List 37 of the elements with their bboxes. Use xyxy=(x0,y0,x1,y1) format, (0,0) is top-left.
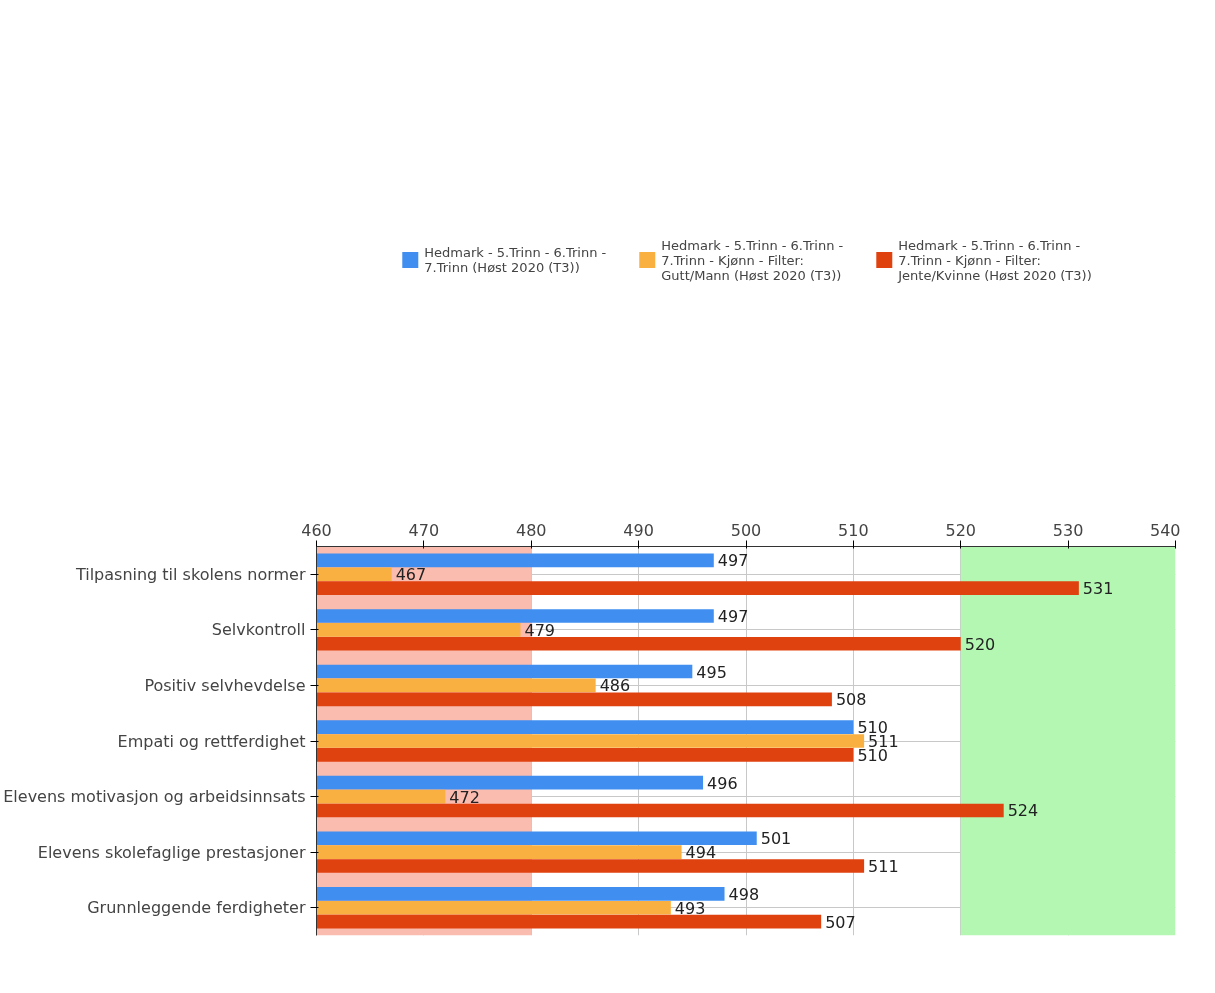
x-tick-label: 510 xyxy=(838,520,869,540)
data-label: 467 xyxy=(395,565,427,585)
x-tick-label: 490 xyxy=(623,520,654,540)
x-tick-label: 530 xyxy=(1052,520,1084,540)
data-label: 486 xyxy=(599,676,631,696)
data-label: 531 xyxy=(1082,579,1114,599)
x-tick-label: 520 xyxy=(945,520,977,540)
y-tick-label: Elevens skolefaglige prestasjoner xyxy=(37,842,306,862)
legend-label: Hedmark - 5.Trinn - 6.Trinn - 7.Trinn (Høst 2020 (T3)) xyxy=(424,244,607,275)
y-tick-label: Selvkontroll xyxy=(211,620,306,640)
data-label: 501 xyxy=(760,829,792,849)
x-tick-label: 460 xyxy=(301,520,332,540)
y-tick-label: Empati og rettferdighet xyxy=(117,731,306,751)
x-tick-label: 480 xyxy=(515,520,547,540)
data-label: 511 xyxy=(868,857,899,877)
data-label: 497 xyxy=(717,606,749,626)
y-tick-label: Grunnleggende ferdigheter xyxy=(87,898,306,918)
y-tick-label: Positiv selvhevdelse xyxy=(144,675,306,695)
x-tick-label: 470 xyxy=(408,520,440,540)
data-label: 508 xyxy=(835,690,867,710)
x-tick-label: 500 xyxy=(730,520,762,540)
data-label: 472 xyxy=(449,787,480,807)
data-label: 507 xyxy=(825,912,856,932)
data-label: 494 xyxy=(685,843,717,863)
data-label: 495 xyxy=(696,662,727,682)
data-label: 493 xyxy=(674,898,706,918)
legend-label: Hedmark - 5.Trinn - 6.Trinn - 7.Trinn - Kjønn - Filter: Jente/Kvinne (Høst 2020 (T3)) xyxy=(898,237,1092,283)
legend-label: Hedmark - 5.Trinn - 6.Trinn - 7.Trinn - Kjønn - Filter: Gutt/Mann (Høst 2020 (T3)) xyxy=(661,237,844,283)
data-label: 520 xyxy=(964,634,996,654)
data-label: 496 xyxy=(707,773,738,793)
y-tick-label: Elevens motivasjon og arbeidsinnsats xyxy=(3,787,306,807)
y-tick-label: Tilpasning til skolens normer xyxy=(74,564,306,584)
data-label: 498 xyxy=(728,884,760,904)
data-label: 479 xyxy=(524,620,556,640)
data-label: 497 xyxy=(717,551,749,571)
data-label: 524 xyxy=(1007,801,1039,821)
x-tick-label: 540 xyxy=(1149,520,1181,540)
